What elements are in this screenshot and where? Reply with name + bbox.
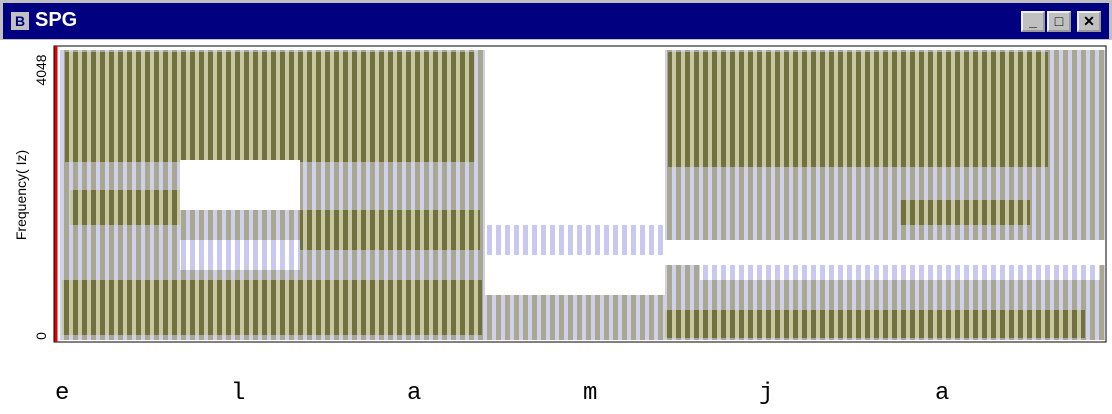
phoneme-label: j: [759, 380, 773, 407]
phoneme-label: a: [935, 380, 949, 407]
window-icon[interactable]: B: [11, 12, 29, 30]
phoneme-label: a: [407, 380, 421, 407]
close-button[interactable]: ✕: [1077, 11, 1101, 32]
spectrogram-panel: Frequency( Iz) 4048 0: [0, 40, 1112, 345]
window-title: SPG: [35, 9, 77, 32]
window: B SPG _ □ ✕: [0, 0, 1112, 345]
phoneme-label: m: [583, 380, 597, 407]
minimize-button[interactable]: _: [1021, 11, 1045, 32]
title-bar: B SPG _ □ ✕: [3, 3, 1109, 39]
page: B SPG _ □ ✕: [0, 0, 1112, 414]
y-bottom-label: 0: [33, 332, 49, 340]
phoneme-label: e: [55, 380, 69, 407]
y-top-label: 4048: [33, 54, 49, 85]
y-axis-label: Frequency( Iz): [13, 150, 29, 240]
maximize-button[interactable]: □: [1047, 11, 1071, 32]
phoneme-label: l: [231, 380, 245, 407]
